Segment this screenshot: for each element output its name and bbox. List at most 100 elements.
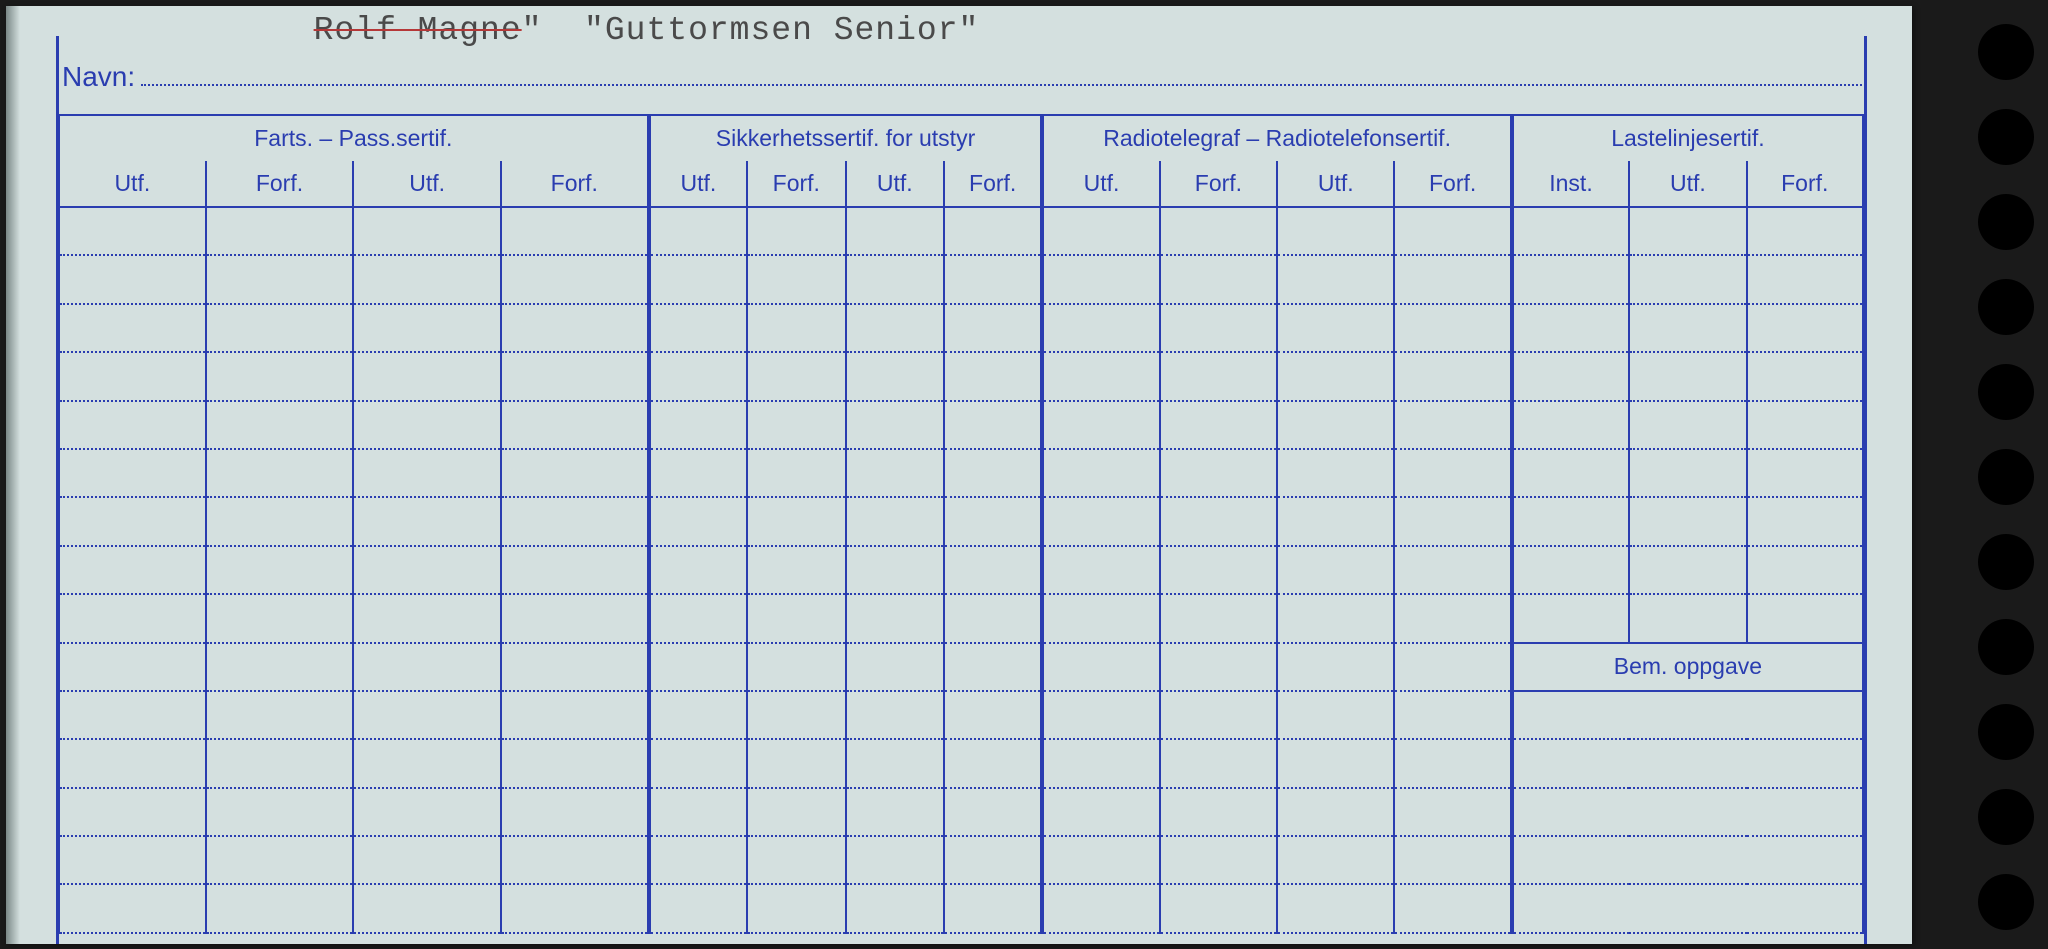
table-row	[58, 884, 1864, 933]
table-row	[58, 401, 1864, 449]
cell	[747, 884, 845, 933]
cell	[1277, 449, 1394, 497]
bem-body-cell	[1512, 691, 1864, 739]
sub-3-1: Utf.	[1629, 161, 1746, 207]
cell	[944, 691, 1042, 739]
cell	[747, 836, 845, 884]
certificate-table-wrap: Farts. – Pass.sertif. Sikkerhetssertif. …	[56, 114, 1866, 934]
cell	[747, 401, 845, 449]
cell	[1629, 594, 1746, 642]
cell	[1394, 352, 1511, 400]
cell	[649, 497, 747, 545]
cell	[1042, 884, 1159, 933]
cell	[944, 594, 1042, 642]
cell	[944, 207, 1042, 255]
cell	[1277, 352, 1394, 400]
cell	[1394, 546, 1511, 594]
punch-holes	[1918, 0, 2048, 949]
cell	[649, 594, 747, 642]
sub-0-3: Forf.	[501, 161, 649, 207]
sub-2-1: Forf.	[1160, 161, 1277, 207]
table-row	[58, 546, 1864, 594]
cell	[747, 788, 845, 836]
cell	[649, 643, 747, 691]
cell	[846, 739, 944, 787]
cell	[353, 304, 501, 352]
grp-1: Sikkerhetssertif. for utstyr	[649, 115, 1043, 161]
cell	[1160, 836, 1277, 884]
cell	[944, 739, 1042, 787]
sub-1-3: Forf.	[944, 161, 1042, 207]
cell	[944, 255, 1042, 303]
cell	[649, 449, 747, 497]
sub-2-3: Forf.	[1394, 161, 1511, 207]
cell	[846, 788, 944, 836]
cell	[1160, 449, 1277, 497]
punch-hole	[1978, 449, 2034, 505]
tbody: Bem. oppgave	[58, 207, 1864, 933]
cell	[747, 207, 845, 255]
cell	[58, 497, 206, 545]
cell	[1747, 401, 1864, 449]
cell	[846, 594, 944, 642]
cell	[206, 739, 354, 787]
cell	[1394, 836, 1511, 884]
cell	[501, 643, 649, 691]
table-row	[58, 449, 1864, 497]
grp-3: Lastelinjesertif.	[1512, 115, 1864, 161]
cell	[944, 497, 1042, 545]
cell	[501, 594, 649, 642]
cell	[58, 594, 206, 642]
cell	[1160, 497, 1277, 545]
cell	[1394, 691, 1511, 739]
cell	[846, 497, 944, 545]
sub-0-1: Forf.	[206, 161, 354, 207]
cell	[1512, 352, 1629, 400]
sub-2-0: Utf.	[1042, 161, 1159, 207]
sub-0-0: Utf.	[58, 161, 206, 207]
punch-hole	[1978, 194, 2034, 250]
cell	[1747, 594, 1864, 642]
cell	[649, 739, 747, 787]
cell	[944, 401, 1042, 449]
cell	[649, 255, 747, 303]
cell	[58, 691, 206, 739]
cell	[649, 546, 747, 594]
cell	[58, 352, 206, 400]
cell	[649, 836, 747, 884]
cell	[206, 546, 354, 594]
cell	[1394, 643, 1511, 691]
cell	[1394, 594, 1511, 642]
punch-hole	[1978, 364, 2034, 420]
cell	[1512, 401, 1629, 449]
cell	[747, 304, 845, 352]
cell	[649, 788, 747, 836]
table-row	[58, 788, 1864, 836]
table-row	[58, 207, 1864, 255]
cell	[1042, 691, 1159, 739]
cell	[58, 788, 206, 836]
cell	[846, 352, 944, 400]
cell	[747, 449, 845, 497]
cell	[353, 207, 501, 255]
cell	[747, 497, 845, 545]
cell	[1394, 739, 1511, 787]
cell	[501, 546, 649, 594]
cell	[747, 546, 845, 594]
cell	[846, 304, 944, 352]
cell	[58, 739, 206, 787]
navn-label: Navn:	[62, 61, 135, 93]
sub-0-2: Utf.	[353, 161, 501, 207]
cell	[1629, 546, 1746, 594]
cell	[649, 401, 747, 449]
cell	[1042, 788, 1159, 836]
cell	[1629, 352, 1746, 400]
grp-2: Radiotelegraf – Radiotelefonsertif.	[1042, 115, 1511, 161]
cell	[1394, 255, 1511, 303]
cell	[1160, 304, 1277, 352]
cell	[1394, 497, 1511, 545]
cell	[846, 207, 944, 255]
cell	[1042, 304, 1159, 352]
cell	[1042, 643, 1159, 691]
cell	[206, 884, 354, 933]
